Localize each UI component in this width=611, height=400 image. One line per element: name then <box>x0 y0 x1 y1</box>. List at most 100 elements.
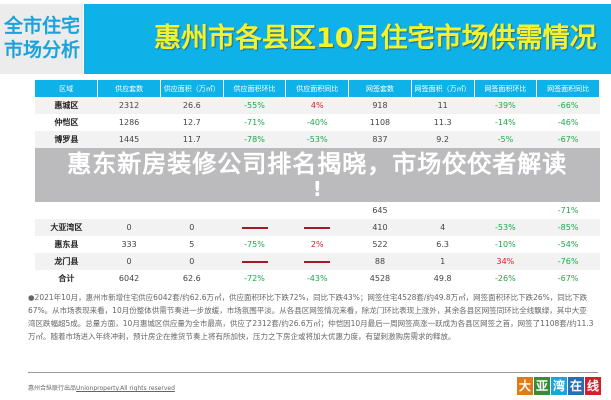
site-logo: 大亚湾在线 <box>516 377 601 395</box>
table-cell: 12.7 <box>182 118 201 127</box>
headline-overlay: 惠东新房装修公司排名揭晓，市场佼佼者解读! <box>35 148 600 202</box>
table-cell: -66% <box>536 97 600 114</box>
table-cell: -53% <box>474 219 537 236</box>
table-cell: 1445 <box>97 131 161 148</box>
table-cell: 2% <box>310 240 324 249</box>
analysis-paragraph: ●2021年10月，惠州市新增住宅供应6042套/约62.6万㎡，供应面积环比下… <box>28 293 594 341</box>
table-cell: 6042 <box>118 274 140 283</box>
table-row: 大亚湾区 0 0 410 4 -53% -85% <box>35 219 600 236</box>
table-cell: 11.7 <box>160 131 224 148</box>
table-cell: 1 <box>411 253 475 270</box>
table-cell: -71% <box>557 206 579 215</box>
table-row: 惠城区 2312 26.6 -55% 4% 918 11 -39% -66% <box>35 97 600 114</box>
section-label-line-1: 全市住宅 <box>4 15 81 37</box>
table-cell: -26% <box>495 274 516 283</box>
table-cell: 6.3 <box>436 240 450 249</box>
header-banner: 全市住宅 市场分析 惠州市各县区10月住宅市场供需情况 <box>0 4 611 74</box>
table-cell: -39% <box>474 97 537 114</box>
table-cell: 4% <box>285 97 349 114</box>
table-cell: -67% <box>557 274 579 283</box>
column-header: 网签面积环比 <box>474 80 538 97</box>
supply-demand-table: 区域 供应套数 供应面积（万㎡） 供应面积环比 供应面积同比 网签套数 网签面积（万㎡） 网签… <box>35 80 600 287</box>
overlay-title: 惠东新房装修公司排名揭晓，市场佼佼者解读 <box>67 150 568 178</box>
table-cell <box>98 202 161 219</box>
table-cell: 惠城区 <box>35 97 98 114</box>
table-cell: 1108 <box>369 118 391 127</box>
table-cell <box>35 202 98 219</box>
table-cell: -71% <box>244 118 265 127</box>
table-cell: 49.8 <box>433 274 452 283</box>
table-cell: -55% <box>223 97 286 114</box>
table-cell: 62.6 <box>182 274 201 283</box>
table-cell <box>474 202 537 219</box>
table-cell: 410 <box>348 219 412 236</box>
section-label-line-2: 市场分析 <box>4 39 81 61</box>
table-cell: 645 <box>372 206 388 215</box>
section-label: 全市住宅 市场分析 <box>0 4 83 74</box>
table-cell: 1286 <box>118 118 140 127</box>
table-cell <box>160 202 223 219</box>
no-data-dash <box>304 260 331 263</box>
table-cell: 26.6 <box>160 97 224 114</box>
table-cell: -40% <box>306 118 328 127</box>
table-row: 仲恺区 1286 12.7 -71% -40% 1108 11.3 -14% -46% <box>35 114 600 131</box>
table-cell: -67% <box>536 131 600 148</box>
table-cell: 4528 <box>369 274 391 283</box>
table-cell: 11.3 <box>433 118 452 127</box>
no-data-dash <box>241 260 268 263</box>
table-cell: -54% <box>557 240 579 249</box>
table-row: 645 -71% <box>35 202 600 219</box>
footer-link[interactable]: Unionproperty.All rights reserved <box>76 385 175 392</box>
column-header: 供应面积环比 <box>223 80 287 97</box>
table-cell: 龙门县 <box>35 253 98 270</box>
table-cell: -46% <box>557 118 579 127</box>
table-cell: -53% <box>285 131 349 148</box>
table-cell: -43% <box>306 274 328 283</box>
table-cell: -72% <box>244 274 265 283</box>
table-cell <box>285 253 349 270</box>
table-cell: 0 <box>160 219 224 236</box>
table-cell: 0 <box>97 253 161 270</box>
table-row: 合计 6042 62.6 -72% -43% 4528 49.8 -26% -67% <box>35 270 600 287</box>
logo-char: 湾 <box>550 377 567 395</box>
table-cell: 合计 <box>58 274 75 283</box>
table-cell: -75% <box>244 240 265 249</box>
footer-prefix: 惠州合纵联行出品 <box>28 385 77 392</box>
table-row: 龙门县 0 0 88 1 34% -76% <box>35 253 600 270</box>
table-cell: 2312 <box>97 97 161 114</box>
overlay-exclamation: ! <box>312 177 322 201</box>
table-cell: -14% <box>495 118 516 127</box>
table-cell: 0 <box>97 219 161 236</box>
column-header: 网签面积同比 <box>536 80 600 97</box>
table-cell <box>223 253 286 270</box>
table-cell <box>223 202 286 219</box>
table-cell: 88 <box>348 253 412 270</box>
table-cell: 4 <box>411 219 475 236</box>
no-data-dash <box>241 226 268 229</box>
table-row: 惠东县 333 5 -75% 2% 522 6.3 -10% -54% <box>35 236 600 253</box>
table-cell: 仲恺区 <box>54 118 79 127</box>
no-data-dash <box>304 226 331 229</box>
column-header: 供应面积同比 <box>285 80 350 97</box>
table-header-row: 区域 供应套数 供应面积（万㎡） 供应面积环比 供应面积同比 网签套数 网签面积（万㎡） 网签… <box>35 80 600 97</box>
column-header: 供应套数 <box>97 80 161 97</box>
table-cell: -5% <box>474 131 537 148</box>
column-header: 网签套数 <box>348 80 412 97</box>
table-cell: 522 <box>372 240 388 249</box>
table-cell: 918 <box>348 97 412 114</box>
column-header: 网签面积（万㎡） <box>411 80 475 97</box>
table-cell: 11 <box>411 97 475 114</box>
table-cell <box>285 219 349 236</box>
page-title: 惠州市各县区10月住宅市场供需情况 <box>84 4 611 74</box>
table-cell: -10% <box>495 240 516 249</box>
table-cell: 0 <box>160 253 224 270</box>
divider <box>28 372 598 373</box>
table-cell <box>411 202 474 219</box>
logo-char: 线 <box>584 377 601 395</box>
table-row: 博罗县 1445 11.7 -78% -53% 837 9.2 -5% -67% <box>35 131 600 148</box>
logo-char: 在 <box>567 377 584 395</box>
table-cell: 惠东县 <box>54 240 79 249</box>
table-cell: 5 <box>189 240 195 249</box>
column-header: 区域 <box>35 80 99 97</box>
table-cell: 9.2 <box>411 131 475 148</box>
